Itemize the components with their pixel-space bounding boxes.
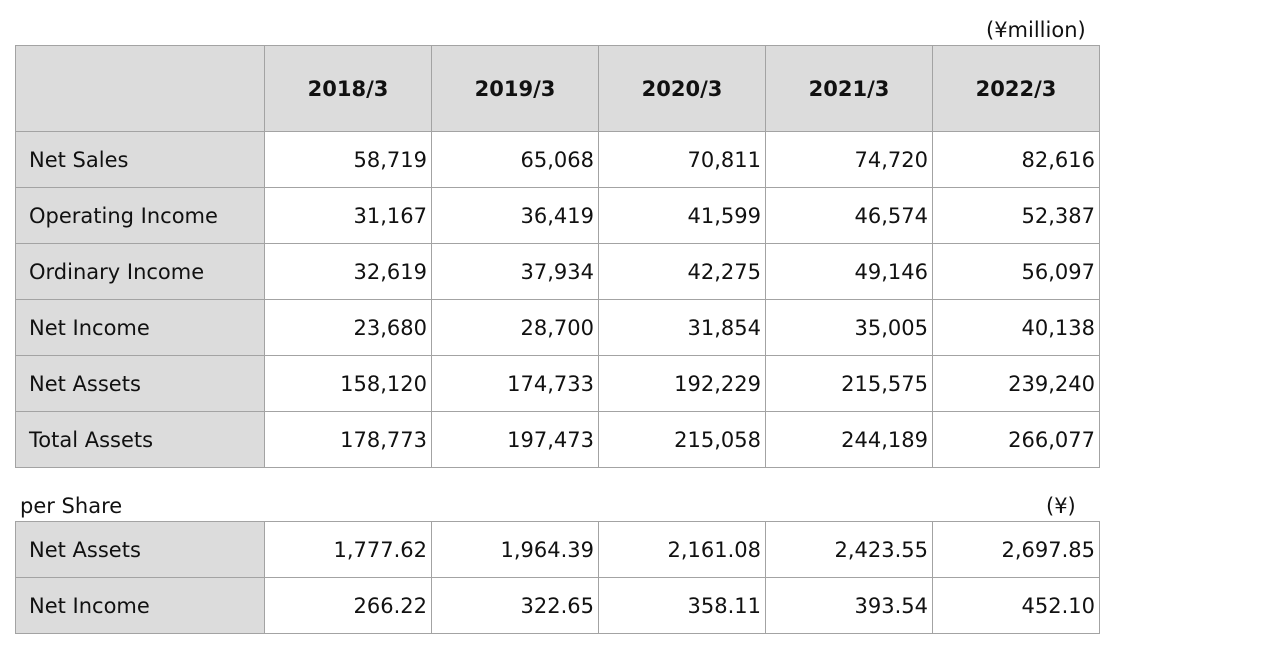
row-label: Net Assets: [15, 355, 265, 412]
value-cell: 31,167: [264, 187, 432, 244]
table-row: Net Assets 1,777.62 1,964.39 2,161.08 2,…: [15, 521, 1100, 578]
table-row: Ordinary Income 32,619 37,934 42,275 49,…: [15, 243, 1100, 300]
value-cell: 178,773: [264, 411, 432, 468]
table-row: Total Assets 178,773 197,473 215,058 244…: [15, 411, 1100, 468]
table-header-row: 2018/3 2019/3 2020/3 2021/3 2022/3: [15, 45, 1100, 132]
per-share-heading: per Share: [20, 494, 123, 518]
year-header: 2021/3: [765, 45, 933, 132]
row-label: Net Income: [15, 577, 265, 634]
value-cell: 1,777.62: [264, 521, 432, 578]
value-cell: 1,964.39: [431, 521, 599, 578]
value-cell: 192,229: [598, 355, 766, 412]
value-cell: 32,619: [264, 243, 432, 300]
value-cell: 36,419: [431, 187, 599, 244]
row-label: Operating Income: [15, 187, 265, 244]
value-cell: 266.22: [264, 577, 432, 634]
row-label: Ordinary Income: [15, 243, 265, 300]
value-cell: 70,811: [598, 131, 766, 188]
value-cell: 82,616: [932, 131, 1100, 188]
table-row: Net Sales 58,719 65,068 70,811 74,720 82…: [15, 131, 1100, 188]
value-cell: 266,077: [932, 411, 1100, 468]
year-header: 2022/3: [932, 45, 1100, 132]
row-label: Net Income: [15, 299, 265, 356]
table-row: Net Assets 158,120 174,733 192,229 215,5…: [15, 355, 1100, 412]
table-row: Net Income 23,680 28,700 31,854 35,005 4…: [15, 299, 1100, 356]
value-cell: 2,423.55: [765, 521, 933, 578]
value-cell: 46,574: [765, 187, 933, 244]
value-cell: 56,097: [932, 243, 1100, 300]
value-cell: 31,854: [598, 299, 766, 356]
value-cell: 215,575: [765, 355, 933, 412]
value-cell: 358.11: [598, 577, 766, 634]
financial-summary-table: 2018/3 2019/3 2020/3 2021/3 2022/3 Net S…: [15, 45, 1100, 468]
value-cell: 2,697.85: [932, 521, 1100, 578]
value-cell: 452.10: [932, 577, 1100, 634]
year-header: 2020/3: [598, 45, 766, 132]
value-cell: 244,189: [765, 411, 933, 468]
per-share-table: Net Assets 1,777.62 1,964.39 2,161.08 2,…: [15, 521, 1100, 634]
row-label: Net Sales: [15, 131, 265, 188]
value-cell: 239,240: [932, 355, 1100, 412]
unit-label-yen: (¥): [1046, 494, 1076, 518]
value-cell: 35,005: [765, 299, 933, 356]
value-cell: 37,934: [431, 243, 599, 300]
value-cell: 42,275: [598, 243, 766, 300]
value-cell: 215,058: [598, 411, 766, 468]
value-cell: 197,473: [431, 411, 599, 468]
unit-label-million: (¥million): [986, 18, 1086, 42]
value-cell: 65,068: [431, 131, 599, 188]
value-cell: 52,387: [932, 187, 1100, 244]
value-cell: 158,120: [264, 355, 432, 412]
row-label: Total Assets: [15, 411, 265, 468]
value-cell: 40,138: [932, 299, 1100, 356]
table-row: Net Income 266.22 322.65 358.11 393.54 4…: [15, 577, 1100, 634]
value-cell: 74,720: [765, 131, 933, 188]
value-cell: 322.65: [431, 577, 599, 634]
value-cell: 2,161.08: [598, 521, 766, 578]
value-cell: 28,700: [431, 299, 599, 356]
year-header: 2018/3: [264, 45, 432, 132]
header-corner-cell: [15, 45, 265, 132]
value-cell: 41,599: [598, 187, 766, 244]
value-cell: 49,146: [765, 243, 933, 300]
value-cell: 393.54: [765, 577, 933, 634]
year-header: 2019/3: [431, 45, 599, 132]
row-label: Net Assets: [15, 521, 265, 578]
value-cell: 174,733: [431, 355, 599, 412]
value-cell: 58,719: [264, 131, 432, 188]
value-cell: 23,680: [264, 299, 432, 356]
table-row: Operating Income 31,167 36,419 41,599 46…: [15, 187, 1100, 244]
